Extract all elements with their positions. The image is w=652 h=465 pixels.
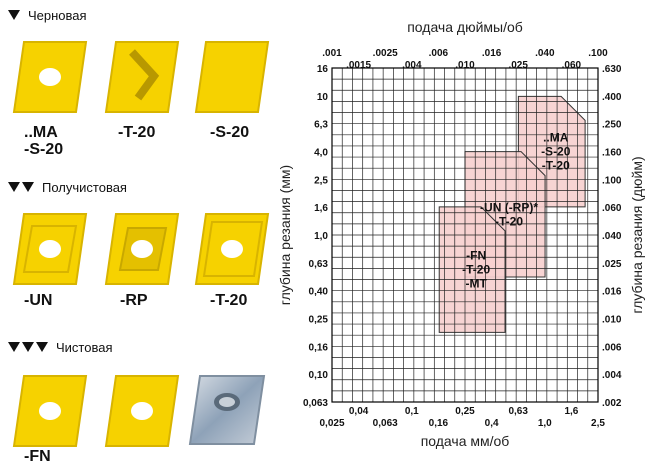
x-bottom-tick: 0,63 xyxy=(508,406,528,417)
marks xyxy=(8,180,36,195)
region-label: -T-20 xyxy=(495,214,523,228)
x-top-tick: .060 xyxy=(562,60,582,71)
y-right-tick: .250 xyxy=(602,120,622,131)
y-right-tick: .006 xyxy=(602,342,622,353)
category-finishing: Чистовая xyxy=(8,340,113,355)
y-left-tick: 0,10 xyxy=(309,370,329,381)
y-right-tick: .025 xyxy=(602,259,622,270)
category-label: Черновая xyxy=(28,8,87,23)
y-right-tick: .004 xyxy=(602,370,622,381)
insert-fn-image xyxy=(12,375,88,447)
insert-un-image xyxy=(12,213,88,285)
plot-frame xyxy=(331,67,599,403)
insert-t20b-image xyxy=(194,213,270,285)
x-bottom-tick: 0,1 xyxy=(405,406,419,417)
insert-s20-image xyxy=(194,41,270,113)
y-right-tick: .010 xyxy=(602,315,622,326)
category-roughing: Черновая xyxy=(8,8,87,23)
x-top-tick: .006 xyxy=(429,48,449,59)
insert-t20c-image xyxy=(104,375,180,447)
region-label: ..MA xyxy=(543,131,569,145)
x-bottom-tick: 0,25 xyxy=(455,406,475,417)
insert-label-t20: -T-20 xyxy=(118,124,156,141)
marks xyxy=(8,8,22,23)
category-label: Чистовая xyxy=(56,340,113,355)
y-right-tick: .400 xyxy=(602,92,622,103)
x-bottom-tick: 0,063 xyxy=(373,418,398,429)
category-semi-finishing: Получистовая xyxy=(8,180,127,195)
y-right-tick: .060 xyxy=(602,203,622,214)
y-left-tick: 1,0 xyxy=(314,231,328,242)
y-right-tick: .040 xyxy=(602,231,622,242)
x-top-tick: .001 xyxy=(322,48,342,59)
region-label: -T-20 xyxy=(542,159,570,173)
y-right-tick: .002 xyxy=(602,398,622,409)
x-top-title: подача дюймы/об xyxy=(407,19,523,35)
y-right-tick: .100 xyxy=(602,175,622,186)
y-left-tick: 2,5 xyxy=(314,175,328,186)
y-left-tick: 10 xyxy=(317,92,329,103)
x-bottom-tick: 0,16 xyxy=(429,418,449,429)
insert-label-ma: ..MA -S-20 xyxy=(24,124,64,158)
x-bottom-tick: 0,4 xyxy=(485,418,499,429)
insert-t20-image xyxy=(104,41,180,113)
x-bottom-title: подача мм/об xyxy=(421,433,510,449)
y-left-tick: 0,063 xyxy=(303,398,328,409)
x-top-tick: .025 xyxy=(508,60,528,71)
y-left-tick: 4,0 xyxy=(314,148,328,159)
y-right-tick: .016 xyxy=(602,287,622,298)
region-label: -T-20 xyxy=(462,263,490,277)
y-left-tick: 0,40 xyxy=(309,287,329,298)
x-bottom-tick: 0,025 xyxy=(319,418,344,429)
insert-mt-image xyxy=(188,375,266,445)
x-bottom-tick: 1,6 xyxy=(564,406,578,417)
x-bottom-tick: 2,5 xyxy=(591,418,605,429)
insert-rp-image xyxy=(104,213,180,285)
x-top-tick: .016 xyxy=(482,48,502,59)
x-top-tick: .010 xyxy=(455,60,475,71)
y-right-tick: .160 xyxy=(602,148,622,159)
y-left-tick: 0,16 xyxy=(309,342,329,353)
insert-label-t20b: -T-20 xyxy=(210,292,248,309)
marks xyxy=(8,340,50,355)
x-bottom-tick: 0,04 xyxy=(349,406,369,417)
y-left-title: глубина резания (мм) xyxy=(277,165,293,305)
region-label: -MT xyxy=(465,277,487,291)
y-left-tick: 1,6 xyxy=(314,203,328,214)
x-top-tick: .004 xyxy=(402,60,422,71)
x-top-tick: .0015 xyxy=(346,60,371,71)
region-area xyxy=(438,206,506,333)
x-top-tick: .0025 xyxy=(373,48,398,59)
x-bottom-tick: 1,0 xyxy=(538,418,552,429)
category-label: Получистовая xyxy=(42,180,127,195)
y-left-tick: 0,25 xyxy=(309,315,329,326)
insert-ma-image xyxy=(12,41,88,113)
x-top-tick: .040 xyxy=(535,48,555,59)
region-label: -FN xyxy=(466,249,486,263)
region-label: -S-20 xyxy=(541,145,571,159)
y-right-title: глубина резания (дюйм) xyxy=(629,156,645,313)
region-label: -UN (-RP)* xyxy=(480,200,538,214)
y-right-tick: .630 xyxy=(602,64,622,75)
y-left-tick: 0,63 xyxy=(309,259,329,270)
insert-label-rp: -RP xyxy=(120,292,148,309)
y-left-tick: 6,3 xyxy=(314,120,328,131)
chart: ..MA-S-20-T-20-UN (-RP)*-T-20-FN-T-20-MT… xyxy=(277,19,645,449)
insert-label-un: -UN xyxy=(24,292,53,309)
insert-label-s20: -S-20 xyxy=(210,124,250,141)
x-top-tick: .100 xyxy=(588,48,608,59)
y-left-tick: 16 xyxy=(317,64,329,75)
